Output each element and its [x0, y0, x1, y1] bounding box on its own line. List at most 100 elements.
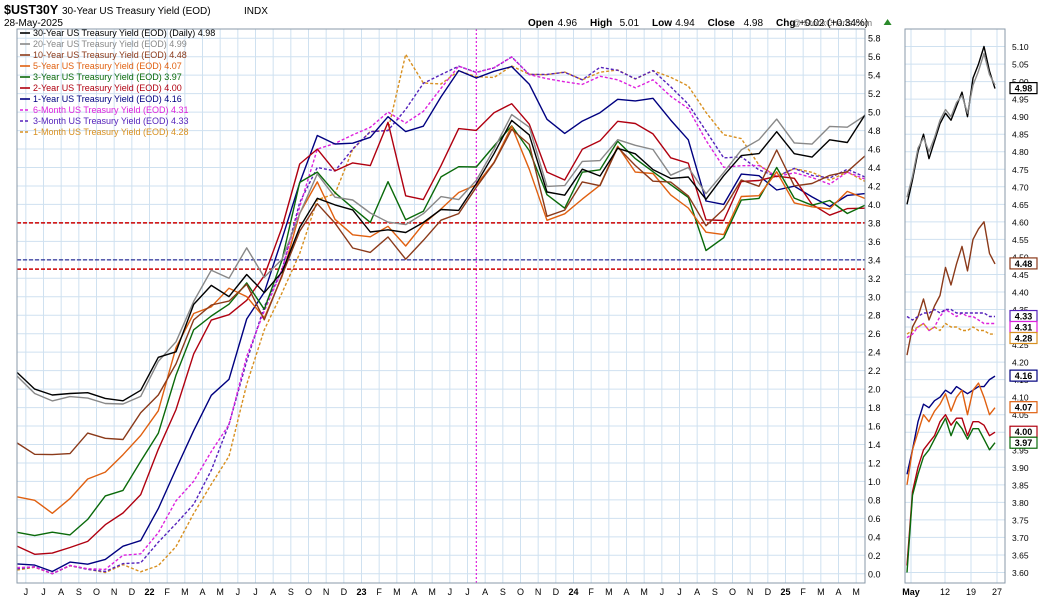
y-tick-label: 3.0 [868, 292, 881, 302]
zoom-series-line [906, 382, 996, 485]
y-tick-label: 3.4 [868, 255, 881, 265]
last-value-tag-box [1009, 82, 1038, 95]
x-tick-label: N [323, 587, 330, 597]
zoom-series-line [906, 221, 996, 356]
y-tick-label: 0.6 [868, 514, 881, 524]
x-tick-label: 22 [144, 587, 154, 597]
x-tick-label: M [181, 587, 189, 597]
zoom-y-tick-label: 4.45 [1012, 270, 1029, 280]
x-tick-label: J [236, 587, 241, 597]
zoom-y-tick-label: 3.85 [1012, 480, 1029, 490]
legend: 30-Year US Treasury Yield (EOD) (Daily) … [20, 28, 215, 137]
up-arrow-icon [883, 19, 892, 25]
main-plot-area [17, 29, 865, 583]
y-tick-label: 5.6 [868, 52, 881, 62]
legend-label: 1-Year US Treasury Yield (EOD) 4.16 [33, 94, 182, 104]
y-tick-label: 5.2 [868, 89, 881, 99]
y-tick-label: 4.8 [868, 126, 881, 136]
zoom-y-tick-label: 4.25 [1012, 340, 1029, 350]
y-tick-label: 1.4 [868, 440, 881, 450]
zoom-y-tick-label: 4.40 [1012, 287, 1029, 297]
x-tick-label: A [199, 587, 205, 597]
y-tick-label: 4.0 [868, 200, 881, 210]
y-tick-label: 0.0 [868, 569, 881, 579]
last-value-tag: 4.33 [1009, 309, 1038, 323]
series-line [16, 56, 866, 575]
zoom-y-tick-label: 4.05 [1012, 410, 1029, 420]
x-tick-label: J [465, 587, 470, 597]
x-tick-label: O [305, 587, 312, 597]
x-tick-label: 23 [356, 587, 366, 597]
x-tick-label: A [694, 587, 700, 597]
x-tick-label: S [76, 587, 82, 597]
x-tick-label: S [712, 587, 718, 597]
last-value-tag-box [1009, 401, 1038, 414]
y-tick-label: 3.8 [868, 218, 881, 228]
y-tick-label: 0.8 [868, 495, 881, 505]
legend-label: 2-Year US Treasury Yield (EOD) 4.00 [33, 83, 182, 93]
last-value-tag-text: 4.28 [1015, 334, 1033, 344]
series-line [16, 65, 866, 573]
series-line [16, 113, 866, 405]
zoom-x-tick-label: 12 [940, 587, 950, 597]
x-tick-label: D [553, 587, 560, 597]
chart-name: 30-Year US Treasury Yield (EOD) [62, 6, 211, 17]
x-tick-label: M [428, 587, 436, 597]
zoom-x-tick-label: 27 [992, 587, 1002, 597]
last-value-tag-text: 4.31 [1015, 323, 1033, 333]
y-tick-label: 3.6 [868, 237, 881, 247]
x-tick-label: M [605, 587, 613, 597]
x-tick-label: J [253, 587, 258, 597]
last-value-tag-text: 4.98 [1015, 84, 1033, 94]
last-value-tag: 4.16 [1009, 369, 1038, 382]
series-line [16, 56, 866, 575]
x-tick-label: F [588, 587, 594, 597]
main-panel: 0.0 0.2 0.4 0.6 0.8 1.0 1.2 1.4 1.6 1.8 2.0 2.2 2.4 2… [16, 28, 881, 597]
x-tick-label: 25 [780, 587, 790, 597]
x-tick-label: J [448, 587, 453, 597]
zoom-plot-area [905, 29, 1005, 583]
x-tick-label: D [129, 587, 136, 597]
zoom-y-tick-label: 4.70 [1012, 182, 1029, 192]
x-tick-label: J [660, 587, 665, 597]
x-tick-label: J [24, 587, 29, 597]
x-tick-label: N [111, 587, 118, 597]
x-tick-label: N [747, 587, 754, 597]
x-tick-label: M [393, 587, 401, 597]
chart-exchange: INDX [244, 6, 268, 17]
y-tick-label: 2.4 [868, 348, 881, 358]
last-value-tag: 4.07 [1009, 401, 1038, 414]
zoom-y-tick-label: 3.70 [1012, 533, 1029, 543]
last-value-tag-box [1009, 369, 1038, 382]
ohlc-label: Low [652, 18, 672, 29]
series-line [16, 103, 866, 555]
y-tick-label: 4.6 [868, 145, 881, 155]
x-tick-label: A [270, 587, 276, 597]
x-tick-label: F [164, 587, 170, 597]
last-value-tag-text: 4.00 [1015, 427, 1033, 437]
zoom-y-tick-label: 3.75 [1012, 515, 1029, 525]
y-tick-label: 1.6 [868, 422, 881, 432]
x-tick-label: M [640, 587, 648, 597]
legend-label: 30-Year US Treasury Yield (EOD) (Daily) … [33, 28, 215, 38]
y-tick-label: 0.4 [868, 532, 881, 542]
y-tick-label: 2.6 [868, 329, 881, 339]
x-tick-label: 24 [568, 587, 578, 597]
last-value-tag: 4.00 [1009, 425, 1038, 438]
zoom-series-line [906, 52, 996, 198]
ohlc-value: +0.02 (+0.34%) [799, 18, 868, 29]
y-tick-label: 4.4 [868, 163, 881, 173]
x-tick-label: O [93, 587, 100, 597]
zoom-y-tick-label: 3.80 [1012, 498, 1029, 508]
x-tick-label: A [482, 587, 488, 597]
zoom-series-line [906, 308, 995, 321]
series-line [16, 53, 866, 575]
zoom-panel: 3.60 3.65 3.70 3.75 3.80 3.85 3.90 3.95 4.00 4.05… [902, 28, 1038, 597]
main-plot-frame [16, 28, 866, 584]
x-tick-label: F [376, 587, 382, 597]
last-value-tag: 3.97 [1009, 436, 1038, 449]
legend-label: 5-Year US Treasury Yield (EOD) 4.07 [33, 61, 182, 71]
zoom-y-tick-label: 3.65 [1012, 550, 1029, 560]
x-tick-label: N [535, 587, 542, 597]
last-value-tag-text: 4.07 [1015, 403, 1033, 413]
